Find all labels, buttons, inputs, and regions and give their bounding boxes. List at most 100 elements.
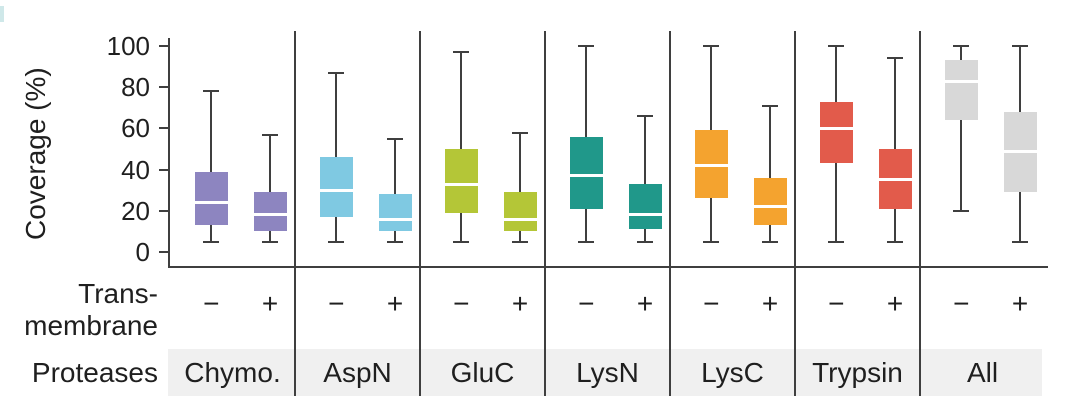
group-divider bbox=[544, 31, 546, 396]
protease-group-label: Trypsin bbox=[812, 357, 903, 388]
box-LysC-tmpos bbox=[753, 177, 787, 226]
whisker-line bbox=[335, 72, 338, 242]
median-line bbox=[319, 188, 353, 192]
whisker-cap-bottom bbox=[387, 240, 403, 243]
whisker-cap-top bbox=[512, 131, 528, 134]
box-Trypsin-tmneg bbox=[819, 101, 853, 164]
whisker-cap-top bbox=[1012, 45, 1028, 47]
median-line bbox=[878, 178, 912, 182]
figure-edge-artifact bbox=[0, 6, 4, 22]
whisker-cap-top bbox=[703, 45, 720, 47]
transmembrane-sign: + bbox=[261, 288, 279, 319]
protease-group-label: AspN bbox=[323, 357, 392, 388]
y-tick-mark bbox=[159, 251, 168, 253]
whisker-cap-bottom bbox=[453, 240, 470, 243]
whisker-cap-bottom bbox=[1012, 240, 1028, 243]
group-divider bbox=[419, 31, 421, 396]
median-line bbox=[253, 213, 287, 217]
transmembrane-sign: + bbox=[386, 288, 404, 319]
median-line bbox=[753, 205, 787, 209]
x-axis-line bbox=[168, 266, 1048, 268]
protease-group-label: LysN bbox=[576, 357, 639, 388]
whisker-line bbox=[519, 132, 521, 242]
y-tick-mark bbox=[159, 127, 168, 130]
y-tick-label: 100 bbox=[106, 31, 150, 61]
box-Chymo.-tmpos bbox=[253, 192, 287, 232]
whisker-cap-bottom bbox=[203, 240, 220, 243]
whisker-cap-top bbox=[578, 45, 595, 47]
box-LysN-tmneg bbox=[569, 136, 603, 209]
whisker-cap-top bbox=[637, 115, 653, 118]
whisker-cap-bottom bbox=[512, 240, 528, 243]
median-line bbox=[819, 126, 853, 130]
y-tick-label: 60 bbox=[121, 113, 150, 144]
box-Chymo.-tmneg bbox=[194, 171, 228, 226]
transmembrane-sign: + bbox=[636, 288, 654, 319]
y-tick-mark bbox=[159, 86, 168, 89]
transmembrane-sign: + bbox=[511, 288, 529, 319]
whisker-cap-bottom bbox=[578, 240, 595, 243]
whisker-line bbox=[460, 52, 463, 242]
median-line bbox=[194, 201, 228, 205]
transmembrane-sign: + bbox=[886, 288, 904, 319]
y-tick-mark bbox=[159, 209, 168, 212]
whisker-cap-top bbox=[887, 57, 903, 60]
median-line bbox=[694, 163, 728, 167]
whisker-line bbox=[769, 105, 771, 242]
whisker-cap-top bbox=[762, 104, 778, 107]
transmembrane-sign: − bbox=[703, 288, 720, 319]
whisker-cap-bottom bbox=[328, 240, 345, 243]
whisker-cap-bottom bbox=[262, 240, 278, 243]
transmembrane-sign: + bbox=[761, 288, 779, 319]
whisker-cap-top bbox=[828, 45, 845, 47]
protease-group-label: GluC bbox=[450, 357, 515, 388]
y-tick-label: 20 bbox=[121, 195, 150, 226]
whisker-line bbox=[269, 134, 271, 242]
transmembrane-sign: − bbox=[328, 288, 345, 319]
whisker-cap-top bbox=[203, 90, 220, 93]
group-divider bbox=[919, 31, 921, 396]
transmembrane-sign: + bbox=[1011, 288, 1029, 319]
whisker-line bbox=[394, 138, 396, 242]
y-tick-mark bbox=[159, 45, 168, 47]
box-LysN-tmpos bbox=[628, 184, 662, 230]
whisker-cap-top bbox=[262, 133, 278, 136]
whisker-cap-top bbox=[453, 51, 470, 54]
y-axis-line bbox=[168, 38, 170, 268]
transmembrane-label-line1: Trans- bbox=[78, 278, 158, 309]
whisker-line bbox=[960, 46, 963, 211]
group-divider bbox=[794, 31, 796, 396]
proteases-row-label: Proteases bbox=[31, 357, 158, 388]
whisker-cap-bottom bbox=[953, 209, 970, 212]
median-line bbox=[378, 217, 412, 221]
y-tick-label: 80 bbox=[121, 72, 150, 103]
y-tick-label: 40 bbox=[121, 154, 150, 185]
box-GluC-tmpos bbox=[503, 192, 537, 232]
median-line bbox=[444, 182, 478, 186]
transmembrane-sign: − bbox=[453, 288, 470, 319]
box-All-tmneg bbox=[944, 60, 978, 121]
proteases-band bbox=[168, 349, 1042, 396]
whisker-cap-bottom bbox=[762, 240, 778, 243]
whisker-line bbox=[210, 91, 213, 242]
group-divider bbox=[294, 31, 296, 396]
transmembrane-sign: − bbox=[203, 288, 220, 319]
whisker-cap-top bbox=[387, 137, 403, 140]
median-line bbox=[944, 79, 978, 83]
box-AspN-tmpos bbox=[378, 194, 412, 232]
box-AspN-tmneg bbox=[319, 157, 353, 217]
transmembrane-row-label: Trans- membrane bbox=[0, 278, 158, 342]
group-divider bbox=[669, 31, 671, 396]
whisker-cap-bottom bbox=[703, 240, 720, 243]
protease-group-label: All bbox=[966, 357, 999, 388]
median-line bbox=[503, 217, 537, 221]
box-GluC-tmneg bbox=[444, 149, 478, 213]
transmembrane-sign: − bbox=[953, 288, 970, 319]
transmembrane-sign: − bbox=[828, 288, 845, 319]
whisker-cap-bottom bbox=[828, 240, 845, 243]
protease-group-label: LysC bbox=[701, 357, 764, 388]
whisker-cap-bottom bbox=[887, 240, 903, 243]
median-line bbox=[628, 213, 662, 217]
y-tick-label: 0 bbox=[135, 237, 150, 267]
